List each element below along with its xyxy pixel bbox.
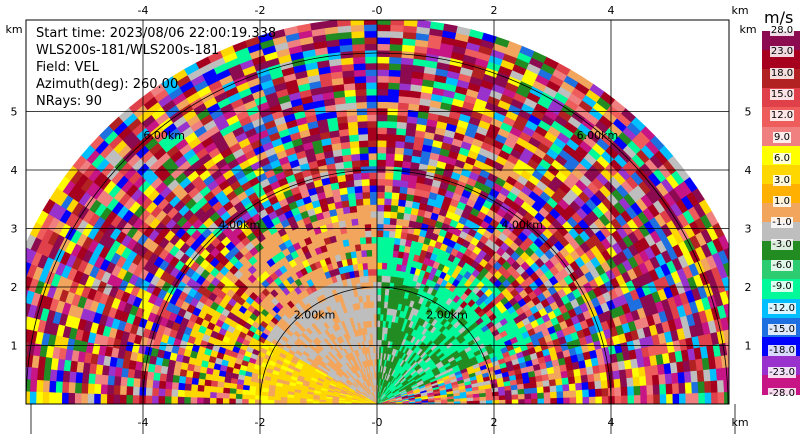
range-rings: 2.00km 2.00km 4.00km 4.00km 6.00km 6.00km [25,52,729,405]
range-ring [142,169,612,405]
y-tick-label-right: 1 [745,340,752,353]
axis-unit-label: km [731,416,748,429]
x-tick-label-top: -2 [255,4,266,17]
start-time-text: Start time: 2023/08/06 22:00:19.338 [36,26,277,41]
axis-unit-label: km [739,23,756,36]
range-gate-cells [26,20,729,404]
y-tick-label-left: 4 [11,164,18,177]
colorbar-tick-label: -18.0 [768,345,796,357]
y-tick-label-right: 4 [745,164,752,177]
colorbar-tick-label: 28.0 [769,25,795,36]
y-tick-label-left: 5 [11,106,18,119]
range-ring-label: 2.00km [294,308,336,321]
field-text: Field: VEL [36,60,99,75]
range-ring-label: 4.00km [501,219,543,232]
x-tick-label-top: 4 [608,4,615,17]
colorbar-tick-label: 1.0 [773,195,791,207]
colorbar-tick-label: 3.0 [773,174,791,186]
range-ring [25,52,729,405]
y-tick-label-left: 3 [11,223,18,236]
colorbar-tick-label: -3.0 [771,238,793,250]
plot-frame [25,19,730,405]
colorbar-tick-label: -12.0 [768,302,796,314]
colorbar-tick-label: -28.0 [768,388,796,399]
range-ring-label: 2.00km [426,308,468,321]
colorbar-tick-label: 18.0 [769,67,795,79]
nrays-text: NRays: 90 [36,94,102,109]
x-tick-label-top: -0 [372,4,383,17]
colorbar-tick-label: -6.0 [771,259,793,271]
range-ring-label: 6.00km [577,129,619,142]
range-ring-label: 4.00km [219,219,261,232]
colorbar-tick-label: -15.0 [768,323,796,335]
colorbar-tick-label: 15.0 [769,89,795,101]
colorbar-tick-label: -9.0 [771,281,793,293]
axis-unit-label: km [731,4,748,17]
x-tick-label-top: -4 [138,4,149,17]
y-tick-label-left: 1 [11,340,18,353]
velocity-sector-data [26,20,729,404]
colorbar-tick-label: 9.0 [773,131,791,143]
range-ring-label: 6.00km [143,129,185,142]
y-tick-label-right: 5 [745,106,752,119]
colorbar-tick-label: -1.0 [771,217,793,229]
colorbar-tick-label: 6.0 [773,153,791,165]
y-tick-label-right: 3 [745,223,752,236]
azimuth-text: Azimuth(deg): 260.00 [36,77,179,92]
station-text: WLS200s-181/WLS200s-181 [36,43,220,58]
x-tick-label-top: 2 [491,4,498,17]
colorbar-tick-label: -23.0 [768,366,796,378]
colorbar-unit: m/s [764,8,794,27]
y-tick-label-right: 2 [745,281,752,294]
y-tick-label-left: 2 [11,281,18,294]
range-ring [259,286,495,405]
colorbar-tick-label: 12.0 [769,110,795,122]
axis-unit-label: km [5,23,22,36]
colorbar-tick-label: 23.0 [769,46,795,58]
